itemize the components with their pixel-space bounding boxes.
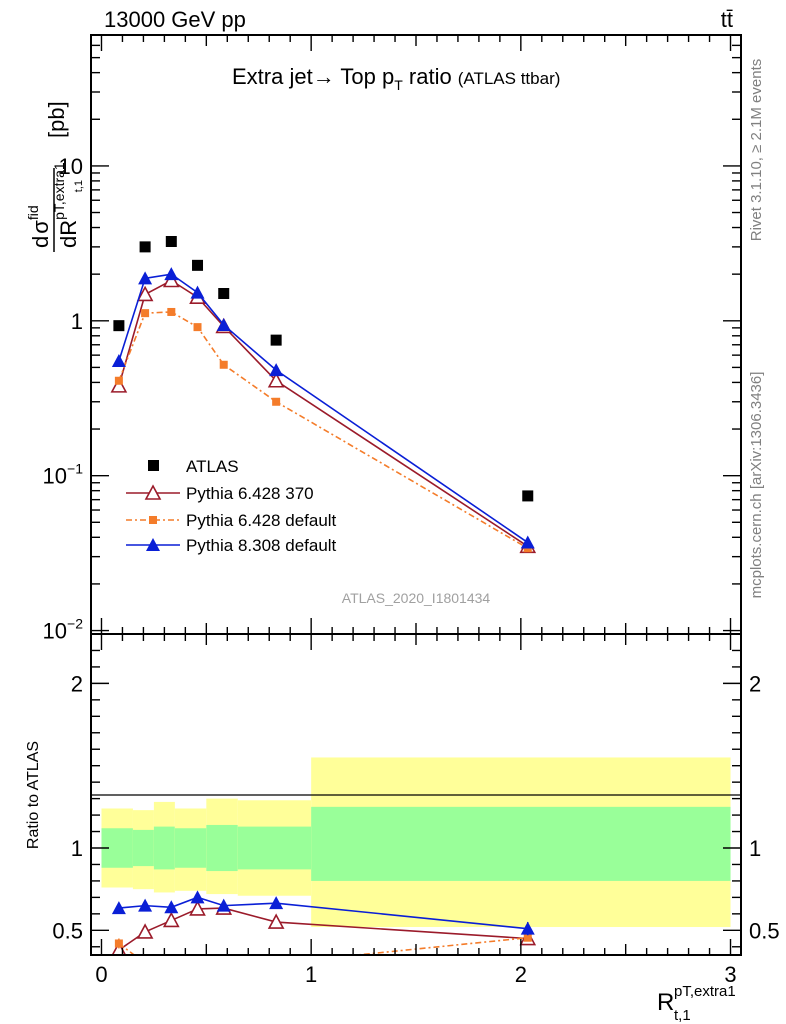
main-point-s3-4 [216,317,231,331]
main-series-layer [110,235,537,554]
main-point-s0-2 [165,235,177,247]
ratio-xtick-label: 0 [95,962,107,987]
ratio-point-s1-6 [523,933,532,942]
main-ytick-label: 10−1 [43,461,84,489]
main-point-s0-4 [218,288,230,300]
svg-text:Pythia 6.428 370: Pythia 6.428 370 [186,484,314,503]
svg-text:Pythia 8.308 default: Pythia 8.308 default [186,536,337,555]
svg-text:R: R [657,989,674,1016]
ratio-band-green [237,826,312,870]
main-series-line-1 [118,279,529,547]
main-point-s2-1 [141,309,150,318]
ratio-point-s1-1 [141,959,149,967]
svg-text:pT,extra1: pT,extra1 [674,983,736,1000]
legend: ATLAS Pythia 6.428 370 Pythia 6.428 defa… [126,457,337,555]
main-point-s2-3 [193,323,202,332]
ratio-band-green [311,806,731,881]
ratio-xtick-label: 1 [305,962,317,987]
ratio-series-line-1 [118,936,528,955]
ratio-uncertainty-bands [101,757,731,928]
main-point-s2-4 [219,360,228,369]
legend-entry-pythia6-370: Pythia 6.428 370 [126,484,314,503]
ratio-xtick-label: 3 [724,962,736,987]
ratio-ytick-label-right: 1 [749,836,761,861]
x-axis-label: R pT,extra1 t,1 [657,983,736,1024]
main-ytick-label: 10−2 [43,616,84,644]
chart-title: Extra jet→ Top pT ratio (ATLAS ttbar) [232,64,560,93]
main-point-s3-3 [190,285,205,299]
svg-text:ATLAS: ATLAS [186,457,239,476]
ratio-plot-frame [90,633,742,956]
main-plot-panel: 10−2 10−1 1 10 Extra jet→ Top pT ratio (ATLA… [25,34,742,644]
main-point-s2-5 [272,397,281,406]
main-point-s0-6 [522,490,534,502]
main-point-s3-6 [520,535,535,549]
ratio-ytick-label: 0.5 [52,918,83,943]
ratio-ytick-label: 2 [71,671,83,696]
collision-label: 13000 GeV pp [104,7,246,32]
ratio-point-s2-4 [216,898,231,912]
main-point-s0-3 [192,259,204,271]
main-point-s0-5 [270,334,282,346]
main-point-s2-2 [167,307,176,316]
main-point-s3-2 [164,267,179,281]
ratio-point-s1-2 [167,959,175,967]
rivet-version-label: Rivet 3.1.10, ≥ 2.1M events [748,59,765,242]
ratio-band-green [153,826,175,870]
ratio-point-s1-3 [194,959,202,967]
y-axis-label: dσfid dRpT,extra1 t,1 [pb] [25,101,85,252]
svg-text:dσfid: dσfid [25,205,53,248]
ratio-band-green [132,829,154,867]
legend-entry-pythia8-default: Pythia 8.308 default [126,536,337,555]
ratio-point-s0-5 [267,913,285,929]
ratio-point-s1-4 [220,959,228,967]
ratio-point-s2-6 [520,921,535,935]
svg-text:Pythia 6.428 default: Pythia 6.428 default [186,511,337,530]
main-axis-ticks: 10−2 10−1 1 10 [43,34,741,644]
legend-entry-pythia6-default: Pythia 6.428 default [126,511,337,530]
ratio-point-s2-1 [138,898,153,912]
ratio-ytick-label: 1 [71,836,83,861]
main-point-s1-1 [136,285,154,302]
ratio-ytick-label-right: 2 [749,671,761,696]
ratio-xtick-label: 2 [515,962,527,987]
ratio-band-green [206,824,238,872]
ratio-plot-panel: 0.5 0.5 1 1 2 2 0 1 2 3 Ratio to ATLAS [25,633,780,987]
svg-text:t,1: t,1 [674,1007,691,1024]
process-label: tt̄ [721,7,733,32]
analysis-id-label: ATLAS_2020_I1801434 [342,590,491,606]
legend-entry-atlas: ATLAS [148,457,239,476]
main-point-s2-0 [114,376,123,385]
ratio-point-s0-2 [162,911,180,928]
main-ytick-label: 10 [59,154,83,179]
ratio-point-s2-3 [190,890,205,904]
ratio-point-s0-3 [189,900,206,916]
ratio-series-layer [111,890,537,967]
main-point-s1-5 [267,372,285,388]
main-point-s3-1 [138,271,153,285]
ratio-point-s2-0 [111,901,126,915]
ratio-point-s0-1 [136,923,154,939]
main-point-s3-5 [269,363,284,377]
ratio-point-s2-2 [164,900,179,914]
ratio-point-s1-0 [114,939,123,948]
main-point-s3-0 [111,353,126,367]
ratio-ytick-label-right: 0.5 [749,918,780,943]
ratio-point-s2-5 [269,896,284,910]
main-point-s1-0 [110,377,128,393]
mcplots-label: mcplots.cern.ch [arXiv:1306.3436] [748,372,765,599]
main-ytick-label: 1 [71,309,83,334]
ratio-axis-ticks: 0.5 0.5 1 1 2 2 0 1 2 3 [52,634,780,987]
ratio-point-s1-5 [272,959,280,967]
ratio-y-axis-label: Ratio to ATLAS [25,741,42,849]
ratio-band-green [174,828,207,868]
main-point-s0-0 [113,320,125,332]
svg-text:[pb]: [pb] [44,101,69,138]
main-series-line-3 [118,273,529,544]
main-point-s0-1 [139,241,151,253]
